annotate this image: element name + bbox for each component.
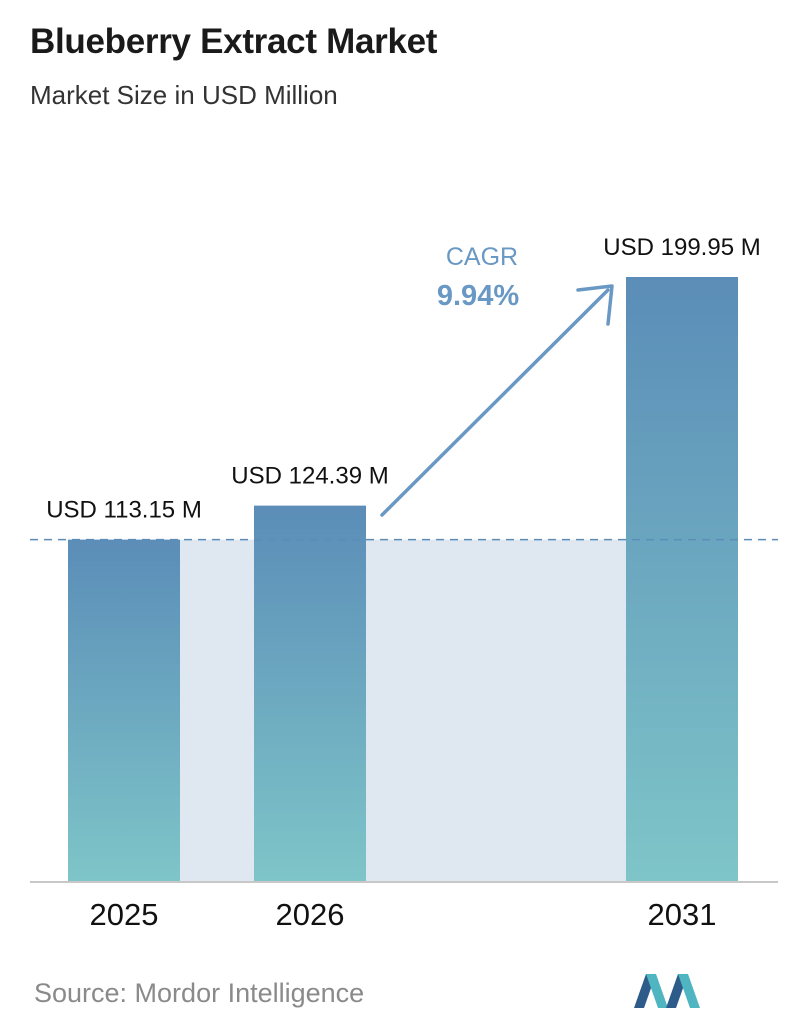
x-tick-label-2026: 2026 (276, 897, 345, 932)
source-note: Source: Mordor Intelligence (34, 978, 365, 1008)
bar-2026 (254, 505, 366, 882)
bar-chart: USD 113.15 M USD 124.39 M USD 199.95 M 202… (30, 234, 778, 932)
data-label-2025: USD 113.15 M (46, 497, 202, 524)
chart-subtitle: Market Size in USD Million (30, 80, 338, 110)
mordor-intelligence-logo-icon (634, 974, 700, 1008)
cagr-label: CAGR (446, 243, 518, 271)
cagr-arrowhead-icon (576, 284, 614, 326)
bar-2031 (626, 277, 738, 882)
cagr-value: 9.94% (437, 280, 519, 312)
data-label-2026: USD 124.39 M (231, 463, 388, 490)
cagr-arrow-icon (380, 288, 610, 517)
bar-2025 (68, 539, 180, 882)
cagr-annotation: CAGR 9.94% (380, 243, 614, 517)
x-tick-label-2025: 2025 (90, 897, 159, 932)
x-tick-label-2031: 2031 (648, 897, 717, 932)
data-label-2031: USD 199.95 M (603, 234, 760, 261)
chart-title: Blueberry Extract Market (30, 22, 438, 61)
